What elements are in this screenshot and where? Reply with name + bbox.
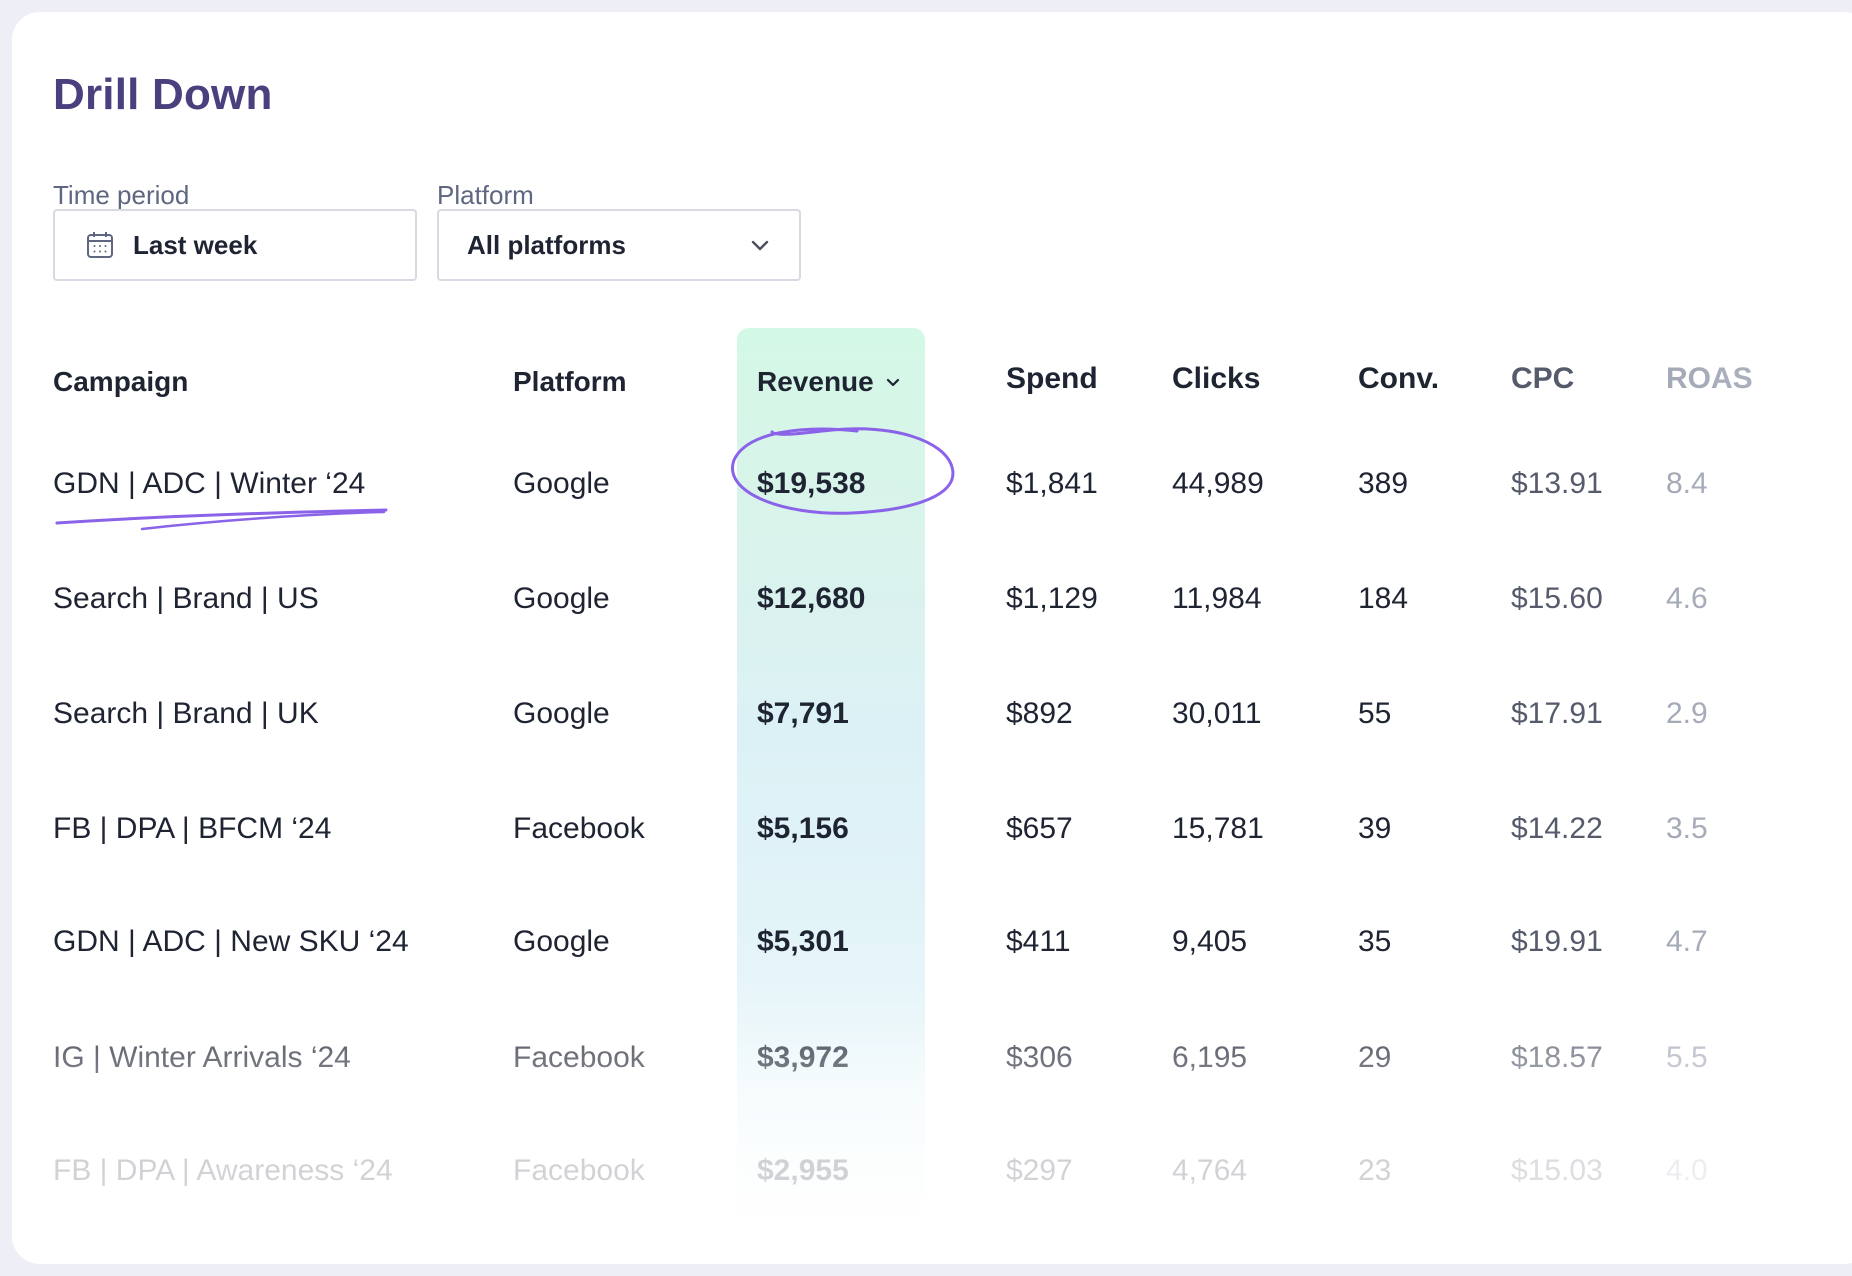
cell-roas: 5.5 [1666,1041,1708,1074]
platform-select-value: All platforms [467,229,626,260]
cell-conv: 55 [1358,697,1392,730]
cell-campaign[interactable]: IG | Winter Arrivals ‘24 [53,1041,351,1074]
table-row[interactable]: Search | Brand | US Google $12,680 $1,129 11… [12,582,1812,642]
col-header-clicks[interactable]: Clicks [1172,362,1261,395]
cell-conv: 184 [1358,582,1409,615]
cell-platform: Facebook [513,812,645,845]
cell-clicks: 6,195 [1172,1041,1248,1074]
time-period-select[interactable]: Last week [53,209,417,281]
cell-revenue: $7,791 [757,697,849,730]
col-header-roas[interactable]: ROAS [1666,362,1753,395]
cell-platform: Google [513,697,610,730]
platform-select[interactable]: All platforms [437,209,801,281]
cell-platform: Google [513,582,610,615]
cell-spend: $306 [1006,1041,1073,1074]
cell-spend: $657 [1006,812,1073,845]
cell-cpc: $19.91 [1511,925,1603,958]
cell-spend: $1,129 [1006,582,1098,615]
time-period-label: Time period [53,180,190,210]
cell-revenue: $12,680 [757,582,866,615]
table-row[interactable]: Search | Brand | UK Google $7,791 $892 30,01… [12,697,1812,757]
cell-platform: Facebook [513,1154,645,1187]
cell-roas: 8.4 [1666,467,1708,500]
cell-platform: Google [513,925,610,958]
cell-cpc: $14.22 [1511,812,1603,845]
col-header-platform[interactable]: Platform [513,366,627,397]
cell-revenue: $5,301 [757,925,849,958]
cell-revenue: $5,156 [757,812,849,845]
cell-campaign[interactable]: FB | DPA | BFCM ‘24 [53,812,332,845]
page-title: Drill Down [53,70,273,119]
cell-cpc: $18.57 [1511,1041,1603,1074]
cell-cpc: $15.60 [1511,582,1603,615]
cell-spend: $411 [1006,925,1071,958]
cell-campaign[interactable]: GDN | ADC | New SKU ‘24 [53,925,409,958]
table-row[interactable]: GDN | ADC | New SKU ‘24 Google $5,301 $411 9… [12,925,1812,985]
cell-roas: 4.0 [1666,1154,1708,1187]
sort-desc-icon [884,373,902,391]
col-header-cpc[interactable]: CPC [1511,362,1575,395]
table-row[interactable]: IG | Winter Arrivals ‘24 Facebook $3,972 $3… [12,1041,1812,1101]
cell-roas: 4.6 [1666,582,1708,615]
chevron-down-icon [747,233,773,259]
cell-clicks: 4,764 [1172,1154,1248,1187]
cell-roas: 2.9 [1666,697,1708,730]
cell-clicks: 44,989 [1172,467,1264,500]
drill-down-card: Drill Down Time period Last week Platfor… [12,12,1852,1264]
cell-platform: Facebook [513,1041,645,1074]
cell-revenue: $2,955 [757,1154,849,1187]
cell-spend: $892 [1006,697,1073,730]
cell-clicks: 11,984 [1172,582,1262,615]
col-header-conv[interactable]: Conv. [1358,362,1440,395]
cell-campaign[interactable]: Search | Brand | US [53,582,319,615]
cell-clicks: 15,781 [1172,812,1264,845]
cell-spend: $1,841 [1006,467,1098,500]
col-header-spend[interactable]: Spend [1006,362,1098,395]
calendar-icon [85,230,115,260]
time-period-value: Last week [133,229,258,260]
col-header-revenue[interactable]: Revenue [757,366,902,398]
cell-cpc: $15.03 [1511,1154,1603,1187]
cell-conv: 29 [1358,1041,1392,1074]
col-header-revenue-label: Revenue [757,366,874,397]
cell-clicks: 30,011 [1172,697,1262,730]
cell-clicks: 9,405 [1172,925,1248,958]
cell-campaign[interactable]: FB | DPA | Awareness ‘24 [53,1154,393,1187]
cell-revenue: $19,538 [757,467,866,500]
table-row[interactable]: FB | DPA | BFCM ‘24 Facebook $5,156 $657 15,… [12,812,1812,872]
cell-roas: 3.5 [1666,812,1708,845]
cell-spend: $297 [1006,1154,1073,1187]
cell-campaign[interactable]: Search | Brand | UK [53,697,319,730]
cell-roas: 4.7 [1666,925,1708,958]
col-header-campaign[interactable]: Campaign [53,366,189,397]
cell-cpc: $17.91 [1511,697,1603,730]
cell-conv: 39 [1358,812,1392,845]
cell-conv: 23 [1358,1154,1392,1187]
platform-filter-label: Platform [437,180,534,210]
table-row[interactable]: FB | DPA | Awareness ‘24 Facebook $2,955 $2… [12,1154,1812,1214]
cell-conv: 389 [1358,467,1409,500]
table-row[interactable]: GDN | ADC | Winter ‘24 Google $19,538 $1,84… [12,467,1812,527]
cell-conv: 35 [1358,925,1392,958]
cell-platform: Google [513,467,610,500]
cell-cpc: $13.91 [1511,467,1603,500]
cell-revenue: $3,972 [757,1041,849,1074]
cell-campaign[interactable]: GDN | ADC | Winter ‘24 [53,467,366,500]
